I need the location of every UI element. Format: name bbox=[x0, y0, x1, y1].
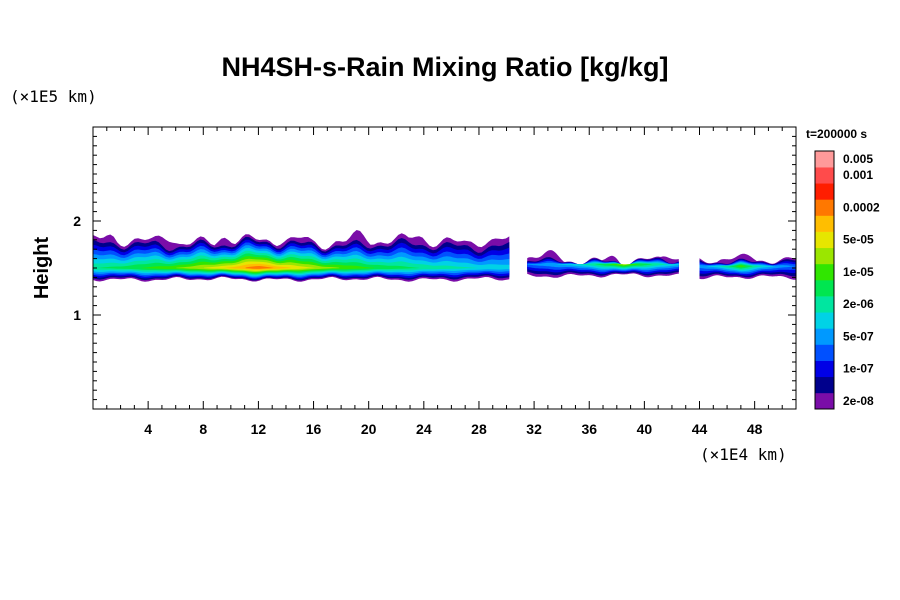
x-tick-label: 40 bbox=[637, 421, 653, 437]
colorbar-label: 2e-06 bbox=[843, 297, 874, 311]
contour-band bbox=[245, 266, 274, 269]
colorbar-label: 5e-05 bbox=[843, 233, 874, 247]
colorbar-swatch bbox=[815, 231, 834, 249]
contour-band bbox=[616, 264, 631, 266]
colorbar-swatch bbox=[815, 296, 834, 313]
colorbar-label: 0.0002 bbox=[843, 200, 880, 214]
colorbar-swatch bbox=[815, 263, 834, 281]
colorbar-frame bbox=[814, 150, 835, 410]
x-tick-label: 48 bbox=[747, 421, 763, 437]
colorbar-swatch bbox=[815, 167, 834, 184]
colorbar-swatch bbox=[815, 392, 834, 410]
colorbar: 2e-08 1e-07 5e-07 2e-06 1e-05 5e-05 0.0002 0.00… bbox=[814, 150, 880, 410]
x-tick-label: 8 bbox=[199, 421, 207, 437]
mixing-ratio-field bbox=[93, 230, 796, 282]
time-label: t=200000 s bbox=[806, 127, 867, 141]
colorbar-label: 1e-05 bbox=[843, 265, 874, 279]
y-tick-label: 2 bbox=[73, 213, 81, 229]
colorbar-swatch bbox=[815, 151, 834, 168]
colorbar-label: 0.001 bbox=[843, 168, 873, 182]
colorbar-swatch bbox=[815, 247, 834, 265]
colorbar-swatch bbox=[815, 344, 834, 361]
colorbar-swatch bbox=[815, 280, 834, 297]
colorbar-swatch bbox=[815, 360, 834, 378]
colorbar-swatch bbox=[815, 328, 834, 345]
colorbar-swatch bbox=[815, 183, 834, 200]
colorbar-swatch bbox=[815, 199, 834, 216]
chart-title: NH4SH-s-Rain Mixing Ratio [kg/kg] bbox=[221, 52, 668, 82]
y-tick-label: 1 bbox=[73, 307, 81, 323]
x-tick-label: 4 bbox=[144, 421, 152, 437]
x-tick-label: 36 bbox=[581, 421, 597, 437]
colorbar-label: 5e-07 bbox=[843, 329, 874, 343]
y-unit-label: (×1E5 km) bbox=[10, 87, 97, 106]
contour-band bbox=[735, 265, 747, 268]
y-axis-label: Height bbox=[31, 237, 53, 300]
x-tick-label: 32 bbox=[526, 421, 542, 437]
colorbar-label: 0.005 bbox=[843, 152, 873, 166]
colorbar-label: 1e-07 bbox=[843, 362, 874, 376]
x-tick-label: 20 bbox=[361, 421, 377, 437]
x-unit-label: (×1E4 km) bbox=[700, 445, 787, 464]
colorbar-label: 2e-08 bbox=[843, 394, 874, 408]
x-tick-label: 24 bbox=[416, 421, 432, 437]
x-tick-label: 12 bbox=[251, 421, 267, 437]
x-tick-label: 16 bbox=[306, 421, 322, 437]
colorbar-swatch bbox=[815, 312, 834, 329]
colorbar-swatch bbox=[815, 215, 834, 232]
x-tick-label: 44 bbox=[692, 421, 708, 437]
x-tick-label: 28 bbox=[471, 421, 487, 437]
colorbar-swatch bbox=[815, 376, 834, 394]
